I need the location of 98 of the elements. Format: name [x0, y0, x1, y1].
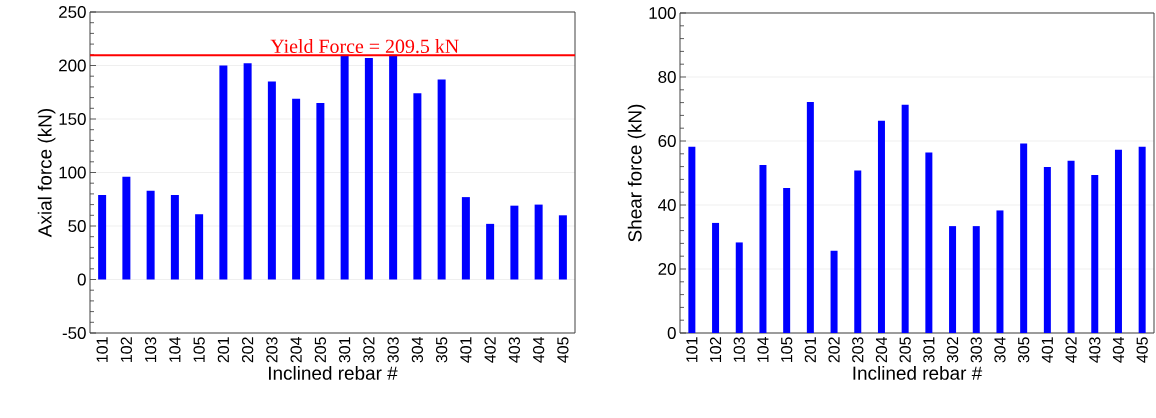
y-tick-label: 40 [658, 199, 676, 211]
bar [461, 197, 470, 280]
y-tick-label: 20 [658, 263, 676, 275]
x-tick-label: 405 [1136, 337, 1148, 363]
bar [292, 98, 301, 280]
x-tick-label: 103 [144, 337, 157, 362]
bar [510, 205, 519, 280]
x-tick-label: 201 [217, 337, 230, 363]
x-tick-label: 205 [314, 337, 327, 363]
bar [949, 226, 957, 333]
bar [1138, 146, 1146, 333]
x-tick-label: 104 [169, 337, 181, 362]
x-tick-label: 203 [852, 337, 864, 363]
x-tick-label: 301 [338, 337, 351, 363]
x-tick-label: 403 [1089, 337, 1101, 363]
x-tick-label: 301 [923, 337, 935, 363]
x-tick-label: 305 [1018, 337, 1030, 363]
bar [170, 194, 179, 280]
x-tick-label: 101 [96, 337, 108, 362]
bar [996, 210, 1004, 333]
x-tick-label: 302 [946, 337, 959, 363]
x-tick-label: 104 [757, 337, 769, 362]
x-tick-label: 401 [1041, 337, 1054, 363]
x-tick-label: 102 [120, 337, 133, 362]
y-axis-title: Shear force (kN) [627, 104, 646, 242]
bar [267, 81, 276, 280]
bar [437, 79, 446, 280]
bar [389, 54, 398, 280]
x-tick-label: 103 [733, 337, 745, 362]
bar [1043, 166, 1051, 333]
y-tick-label: 100 [59, 166, 86, 179]
y-tick-label: 0 [77, 273, 86, 286]
x-tick-label: 102 [709, 337, 722, 362]
x-tick-label: 403 [508, 337, 521, 363]
bar [219, 65, 228, 280]
y-axis-title: Axial force (kN) [37, 109, 56, 238]
bar [558, 215, 567, 280]
y-tick-label: 100 [649, 7, 676, 19]
bar [534, 204, 543, 280]
y-tick-label: 150 [59, 113, 86, 125]
x-tick-label: 404 [532, 337, 545, 363]
x-tick-label: 202 [241, 337, 254, 363]
bar [877, 120, 885, 333]
x-tick-label: 402 [1065, 337, 1077, 363]
x-tick-label: 203 [266, 337, 278, 363]
x-tick-label: 405 [557, 337, 569, 363]
bar [316, 102, 325, 280]
x-tick-label: 204 [875, 337, 888, 363]
bar [901, 104, 909, 333]
bar [243, 63, 252, 280]
bar [712, 222, 720, 333]
x-axis-title: Inclined rebar # [853, 365, 983, 380]
ref-line-label: Yield Force = 209.5 kN [270, 39, 459, 54]
x-axis-title: Inclined rebar # [269, 365, 398, 380]
bar [1020, 143, 1028, 333]
y-tick-label: 80 [658, 71, 676, 83]
bar [98, 194, 107, 280]
x-tick-label: 105 [193, 337, 205, 362]
x-tick-label: 105 [781, 337, 793, 362]
x-tick-label: 303 [387, 337, 399, 363]
bar [340, 54, 349, 280]
x-tick-label: 202 [828, 337, 840, 363]
bar [364, 58, 373, 280]
y-tick-label: 60 [658, 135, 676, 147]
bar [413, 93, 422, 280]
bar [735, 242, 743, 333]
x-tick-label: 302 [363, 337, 375, 363]
x-tick-label: 304 [994, 337, 1006, 363]
bar [486, 223, 495, 280]
x-tick-label: 305 [435, 337, 448, 363]
y-tick-label: 50 [68, 220, 86, 232]
x-tick-label: 205 [899, 337, 911, 363]
bar [146, 190, 155, 280]
x-tick-label: 303 [970, 337, 982, 363]
bar [854, 170, 862, 333]
x-tick-label: 304 [411, 337, 424, 363]
y-tick-label: -50 [62, 327, 86, 339]
bar [122, 176, 131, 280]
bar [1067, 160, 1075, 333]
bar [925, 152, 933, 333]
bar [972, 226, 980, 333]
bar [830, 250, 838, 333]
bar [1091, 174, 1099, 333]
bar [806, 101, 814, 333]
x-tick-label: 101 [686, 337, 698, 362]
x-tick-label: 401 [460, 337, 472, 363]
y-tick-label: 200 [59, 59, 86, 72]
bar [1114, 149, 1122, 333]
y-tick-label: 0 [667, 327, 676, 339]
bar [783, 188, 791, 333]
bar [688, 146, 696, 333]
x-tick-label: 404 [1112, 337, 1125, 363]
x-tick-label: 204 [290, 337, 302, 363]
bar [195, 214, 204, 280]
x-tick-label: 201 [804, 337, 816, 363]
y-tick-label: 250 [59, 6, 86, 18]
x-tick-label: 402 [484, 337, 496, 363]
bar [759, 165, 767, 333]
